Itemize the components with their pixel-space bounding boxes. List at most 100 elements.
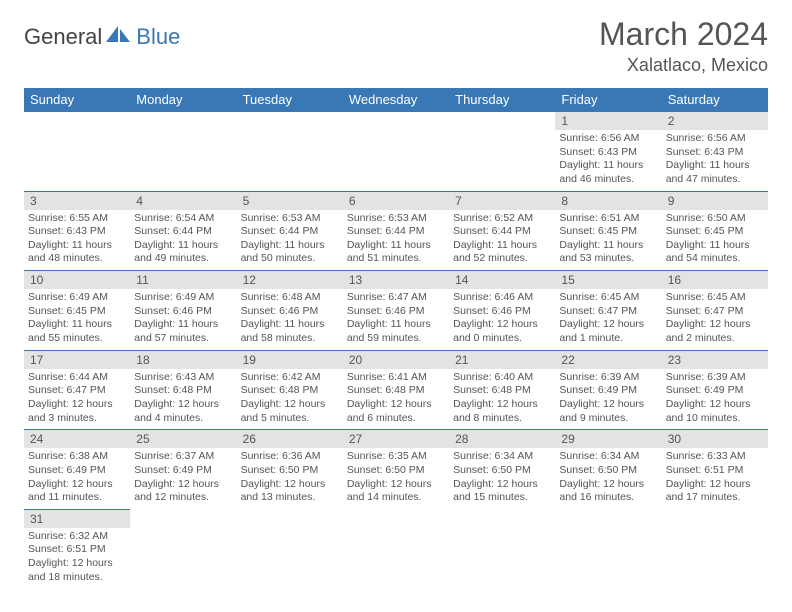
day-detail-line: Sunrise: 6:42 AM <box>241 371 339 385</box>
day-detail-line: Daylight: 12 hours <box>28 557 126 571</box>
day-number: 31 <box>24 510 130 528</box>
day-number <box>662 509 768 527</box>
day-details: Sunrise: 6:42 AMSunset: 6:48 PMDaylight:… <box>237 369 343 430</box>
day-detail-line: and 12 minutes. <box>134 491 232 505</box>
brand-logo: General Blue <box>24 16 180 50</box>
day-details <box>662 527 768 533</box>
day-details: Sunrise: 6:50 AMSunset: 6:45 PMDaylight:… <box>662 210 768 271</box>
day-detail-line: and 18 minutes. <box>28 571 126 585</box>
day-detail-line: and 5 minutes. <box>241 412 339 426</box>
calendar-cell <box>130 112 236 192</box>
day-details: Sunrise: 6:48 AMSunset: 6:46 PMDaylight:… <box>237 289 343 350</box>
day-detail-line: and 55 minutes. <box>28 332 126 346</box>
day-details: Sunrise: 6:46 AMSunset: 6:46 PMDaylight:… <box>449 289 555 350</box>
calendar-cell: 19Sunrise: 6:42 AMSunset: 6:48 PMDayligh… <box>237 350 343 430</box>
day-detail-line: Sunset: 6:50 PM <box>241 464 339 478</box>
day-detail-line: Daylight: 12 hours <box>241 398 339 412</box>
day-detail-line: and 9 minutes. <box>559 412 657 426</box>
day-number: 26 <box>237 430 343 448</box>
day-detail-line: and 11 minutes. <box>28 491 126 505</box>
day-detail-line: Daylight: 11 hours <box>134 239 232 253</box>
day-detail-line: Sunrise: 6:43 AM <box>134 371 232 385</box>
day-header: Thursday <box>449 88 555 112</box>
calendar-cell: 27Sunrise: 6:35 AMSunset: 6:50 PMDayligh… <box>343 430 449 510</box>
calendar-cell <box>662 509 768 588</box>
day-detail-line: Sunset: 6:45 PM <box>666 225 764 239</box>
day-detail-line: Sunrise: 6:46 AM <box>453 291 551 305</box>
day-number: 18 <box>130 351 236 369</box>
day-detail-line: Daylight: 12 hours <box>559 318 657 332</box>
day-details <box>449 130 555 136</box>
calendar-cell: 6Sunrise: 6:53 AMSunset: 6:44 PMDaylight… <box>343 191 449 271</box>
day-detail-line: Sunrise: 6:49 AM <box>28 291 126 305</box>
day-detail-line: Sunrise: 6:45 AM <box>666 291 764 305</box>
location-subtitle: Xalatlaco, Mexico <box>599 55 768 76</box>
day-detail-line: and 6 minutes. <box>347 412 445 426</box>
day-details: Sunrise: 6:49 AMSunset: 6:45 PMDaylight:… <box>24 289 130 350</box>
day-detail-line: Sunrise: 6:33 AM <box>666 450 764 464</box>
calendar-cell: 2Sunrise: 6:56 AMSunset: 6:43 PMDaylight… <box>662 112 768 192</box>
day-details: Sunrise: 6:47 AMSunset: 6:46 PMDaylight:… <box>343 289 449 350</box>
day-number <box>237 112 343 130</box>
day-details: Sunrise: 6:34 AMSunset: 6:50 PMDaylight:… <box>555 448 661 509</box>
calendar-cell: 22Sunrise: 6:39 AMSunset: 6:49 PMDayligh… <box>555 350 661 430</box>
day-number: 12 <box>237 271 343 289</box>
day-detail-line: and 13 minutes. <box>241 491 339 505</box>
day-number: 2 <box>662 112 768 130</box>
day-detail-line: Daylight: 11 hours <box>241 318 339 332</box>
day-details <box>237 527 343 533</box>
day-details: Sunrise: 6:56 AMSunset: 6:43 PMDaylight:… <box>662 130 768 191</box>
day-detail-line: Daylight: 11 hours <box>559 159 657 173</box>
day-number: 30 <box>662 430 768 448</box>
day-header: Wednesday <box>343 88 449 112</box>
day-detail-line: Daylight: 12 hours <box>347 478 445 492</box>
day-detail-line: Daylight: 11 hours <box>134 318 232 332</box>
calendar-week-row: 10Sunrise: 6:49 AMSunset: 6:45 PMDayligh… <box>24 271 768 351</box>
day-details: Sunrise: 6:41 AMSunset: 6:48 PMDaylight:… <box>343 369 449 430</box>
day-detail-line: Sunset: 6:45 PM <box>28 305 126 319</box>
day-detail-line: and 1 minute. <box>559 332 657 346</box>
day-details <box>555 527 661 533</box>
day-number: 22 <box>555 351 661 369</box>
day-details <box>130 130 236 136</box>
day-detail-line: Daylight: 12 hours <box>28 478 126 492</box>
day-number: 1 <box>555 112 661 130</box>
day-details: Sunrise: 6:53 AMSunset: 6:44 PMDaylight:… <box>237 210 343 271</box>
day-detail-line: Daylight: 12 hours <box>453 398 551 412</box>
calendar-cell: 9Sunrise: 6:50 AMSunset: 6:45 PMDaylight… <box>662 191 768 271</box>
calendar-cell: 26Sunrise: 6:36 AMSunset: 6:50 PMDayligh… <box>237 430 343 510</box>
day-number: 25 <box>130 430 236 448</box>
day-detail-line: Daylight: 12 hours <box>666 318 764 332</box>
day-detail-line: Sunrise: 6:45 AM <box>559 291 657 305</box>
day-detail-line: Sunset: 6:43 PM <box>559 146 657 160</box>
day-details: Sunrise: 6:39 AMSunset: 6:49 PMDaylight:… <box>555 369 661 430</box>
day-details: Sunrise: 6:52 AMSunset: 6:44 PMDaylight:… <box>449 210 555 271</box>
day-detail-line: and 8 minutes. <box>453 412 551 426</box>
day-detail-line: Sunset: 6:44 PM <box>347 225 445 239</box>
day-detail-line: Daylight: 12 hours <box>559 398 657 412</box>
day-detail-line: Sunset: 6:47 PM <box>28 384 126 398</box>
day-detail-line: and 48 minutes. <box>28 252 126 266</box>
calendar-cell: 24Sunrise: 6:38 AMSunset: 6:49 PMDayligh… <box>24 430 130 510</box>
day-detail-line: Daylight: 12 hours <box>28 398 126 412</box>
day-detail-line: Sunrise: 6:56 AM <box>666 132 764 146</box>
day-details: Sunrise: 6:38 AMSunset: 6:49 PMDaylight:… <box>24 448 130 509</box>
day-details <box>449 527 555 533</box>
day-number <box>130 509 236 527</box>
day-detail-line: Sunrise: 6:49 AM <box>134 291 232 305</box>
day-detail-line: and 53 minutes. <box>559 252 657 266</box>
calendar-cell: 3Sunrise: 6:55 AMSunset: 6:43 PMDaylight… <box>24 191 130 271</box>
day-detail-line: Sunrise: 6:53 AM <box>241 212 339 226</box>
day-detail-line: and 2 minutes. <box>666 332 764 346</box>
day-number: 15 <box>555 271 661 289</box>
calendar-table: Sunday Monday Tuesday Wednesday Thursday… <box>24 88 768 588</box>
calendar-cell: 1Sunrise: 6:56 AMSunset: 6:43 PMDaylight… <box>555 112 661 192</box>
day-header-row: Sunday Monday Tuesday Wednesday Thursday… <box>24 88 768 112</box>
day-detail-line: Sunrise: 6:41 AM <box>347 371 445 385</box>
day-detail-line: and 52 minutes. <box>453 252 551 266</box>
calendar-cell <box>237 112 343 192</box>
day-detail-line: and 54 minutes. <box>666 252 764 266</box>
day-detail-line: Sunset: 6:50 PM <box>559 464 657 478</box>
day-number <box>449 112 555 130</box>
calendar-cell <box>555 509 661 588</box>
